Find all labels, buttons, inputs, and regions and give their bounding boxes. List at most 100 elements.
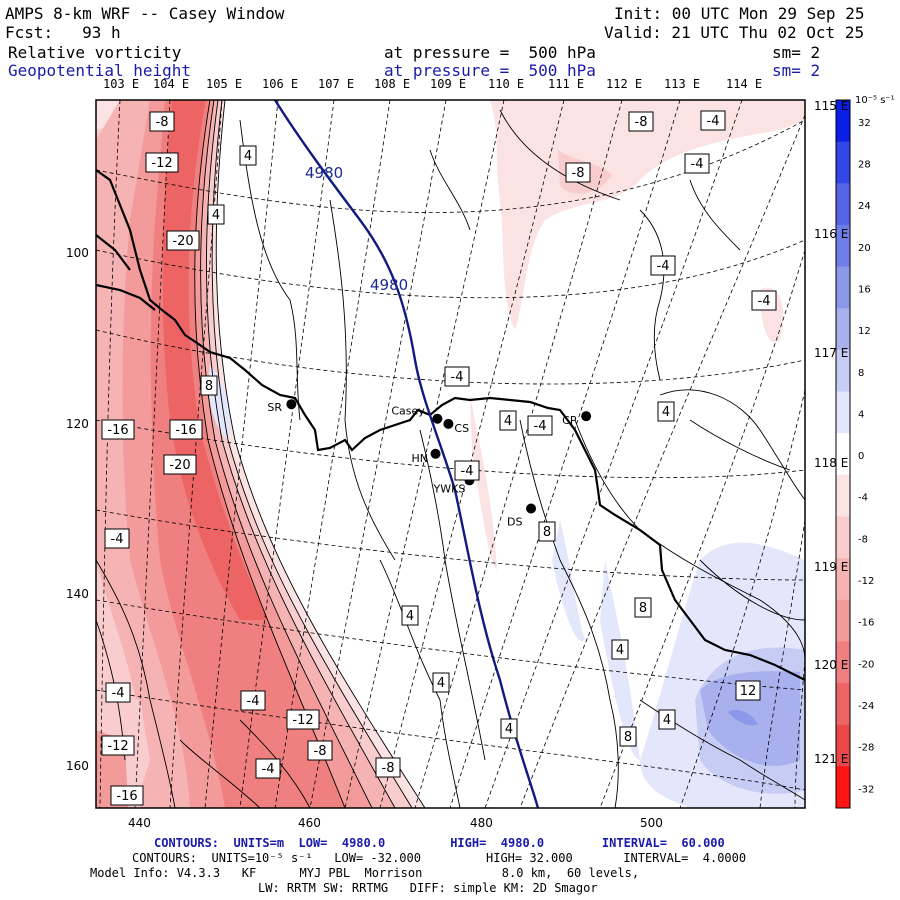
x-tick-label: 500 bbox=[640, 816, 663, 830]
colorbar-swatch bbox=[836, 766, 850, 809]
y-tick-label: 100 bbox=[66, 246, 89, 260]
colorbar-swatch bbox=[836, 391, 850, 434]
station-dot-ds bbox=[526, 503, 537, 514]
vorticity-value-label: -4 bbox=[104, 528, 130, 549]
vorticity-value-label: -12 bbox=[286, 709, 320, 730]
vorticity-value-label: -16 bbox=[169, 419, 203, 440]
x-tick-label: 460 bbox=[298, 816, 321, 830]
right-lon-label: 117 E bbox=[814, 346, 848, 360]
negative-vorticity-band bbox=[96, 100, 425, 808]
svg-text:-16: -16 bbox=[175, 423, 196, 438]
vorticity-value-label: -8 bbox=[149, 111, 175, 132]
colorbar-level-label: -8 bbox=[858, 534, 868, 545]
svg-text:4: 4 bbox=[616, 643, 624, 658]
svg-text:-8: -8 bbox=[572, 166, 585, 181]
colorbar-swatch bbox=[836, 683, 850, 726]
svg-text:-4: -4 bbox=[461, 464, 474, 479]
svg-text:4: 4 bbox=[406, 609, 414, 624]
colorbar-level-label: 28 bbox=[858, 160, 871, 171]
svg-text:8: 8 bbox=[543, 525, 551, 540]
colorbar-level-label: 8 bbox=[858, 368, 864, 379]
colorbar-swatch bbox=[836, 349, 850, 393]
station-label-sr: SR bbox=[267, 401, 282, 414]
vorticity-value-label: 4 bbox=[401, 605, 419, 626]
model-info: Model Info: V4.3.3 KF MYJ PBL Morrison 8… bbox=[90, 866, 640, 880]
svg-text:4: 4 bbox=[212, 208, 220, 223]
station-dot-cs bbox=[443, 418, 454, 429]
lon-label: 111 E bbox=[548, 77, 585, 91]
lon-label: 104 E bbox=[153, 77, 190, 91]
lon-label: 113 E bbox=[664, 77, 701, 91]
vorticity-value-label: -16 bbox=[101, 419, 135, 440]
colorbar-swatch bbox=[836, 474, 850, 517]
vorticity-labels: -8 -12 -20 -16 -16 -20 -4 -4 -12 -8 -4 -16 -12 -8 -4 4 4… bbox=[101, 110, 777, 806]
vorticity-value-label: -4 bbox=[527, 415, 553, 436]
colorbar-units: 10⁻⁵ s⁻¹ bbox=[855, 95, 895, 106]
field2-name: Geopotential height bbox=[8, 61, 192, 80]
forecast-hour: Fcst: 93 h bbox=[5, 23, 121, 42]
field1-level: at pressure = 500 hPa bbox=[384, 43, 596, 62]
vorticity-value-label: -4 bbox=[444, 366, 470, 387]
right-lon-label: 116 E bbox=[814, 227, 848, 241]
map-plot-area bbox=[96, 100, 805, 808]
station-dot-sr bbox=[286, 399, 297, 410]
vorticity-value-label: -4 bbox=[751, 290, 777, 311]
colorbar-swatch bbox=[836, 141, 850, 184]
vorticity-value-label: 4 bbox=[500, 718, 518, 739]
vorticity-value-label: 4 bbox=[432, 672, 450, 693]
svg-text:-4: -4 bbox=[691, 157, 704, 172]
vorticity-value-label: 4 bbox=[207, 204, 225, 225]
colorbar-level-label: -20 bbox=[858, 659, 874, 670]
vorticity-value-label: -4 bbox=[700, 110, 726, 131]
field1-smoothing: sm= 2 bbox=[772, 43, 821, 62]
y-tick-label: 140 bbox=[66, 587, 89, 601]
right-lon-label: 115 E bbox=[814, 99, 848, 113]
colorbar-level-label: -12 bbox=[858, 576, 874, 587]
vorticity-value-label: 8 bbox=[538, 521, 556, 542]
colorbar-swatch bbox=[836, 516, 850, 559]
valid-time: Valid: 21 UTC Thu 02 Oct 25 bbox=[604, 23, 865, 42]
vorticity-value-label: -4 bbox=[240, 690, 266, 711]
vorticity-value-label: 4 bbox=[611, 639, 629, 660]
height-contour-info: CONTOURS: UNITS=m LOW= 4980.0 HIGH= 4980… bbox=[154, 836, 725, 850]
vorticity-value-label: -4 bbox=[684, 153, 710, 174]
vorticity-contour-info: CONTOURS: UNITS=10⁻⁵ s⁻¹ LOW= -32.000 HI… bbox=[132, 851, 747, 865]
colorbar-level-label: -32 bbox=[858, 784, 874, 795]
right-lon-label: 118 E bbox=[814, 456, 848, 470]
field1-name: Relative vorticity bbox=[8, 43, 182, 62]
coastline bbox=[96, 169, 805, 681]
lon-label: 114 E bbox=[726, 77, 763, 91]
colorbar-swatch bbox=[836, 558, 850, 601]
colorbar-swatch bbox=[836, 224, 850, 268]
colorbar-level-label: 4 bbox=[858, 409, 864, 420]
svg-text:4: 4 bbox=[662, 405, 670, 420]
vorticity-value-label: 4 bbox=[658, 709, 676, 730]
vorticity-value-label: 4 bbox=[657, 401, 675, 422]
colorbar-swatch bbox=[836, 641, 850, 684]
svg-text:-8: -8 bbox=[314, 744, 327, 759]
colorbar-swatch bbox=[836, 183, 850, 226]
station-label-cs: CS bbox=[454, 422, 469, 435]
lon-label: 105 E bbox=[206, 77, 243, 91]
svg-text:12: 12 bbox=[740, 684, 757, 699]
colorbar-level-label: -24 bbox=[858, 701, 874, 712]
svg-text:-20: -20 bbox=[172, 234, 193, 249]
vorticity-value-label: 4 bbox=[239, 145, 257, 166]
lon-label: 107 E bbox=[318, 77, 355, 91]
colorbar-level-label: -28 bbox=[858, 743, 874, 754]
vorticity-value-label: -4 bbox=[255, 758, 281, 779]
colorbar-level-label: 24 bbox=[858, 201, 871, 212]
vorticity-value-label: -4 bbox=[454, 460, 480, 481]
svg-text:4: 4 bbox=[437, 676, 445, 691]
vorticity-value-label: 12 bbox=[735, 680, 761, 701]
lat-lon-grid bbox=[96, 100, 805, 808]
station-dot-cp bbox=[581, 411, 592, 422]
y-tick-label: 120 bbox=[66, 417, 89, 431]
colorbar-level-label: 12 bbox=[858, 326, 871, 337]
vorticity-value-label: 4 bbox=[499, 410, 517, 431]
lon-label: 106 E bbox=[262, 77, 299, 91]
svg-text:-12: -12 bbox=[107, 739, 128, 754]
svg-text:-4: -4 bbox=[758, 294, 771, 309]
vorticity-value-label: -4 bbox=[650, 255, 676, 276]
